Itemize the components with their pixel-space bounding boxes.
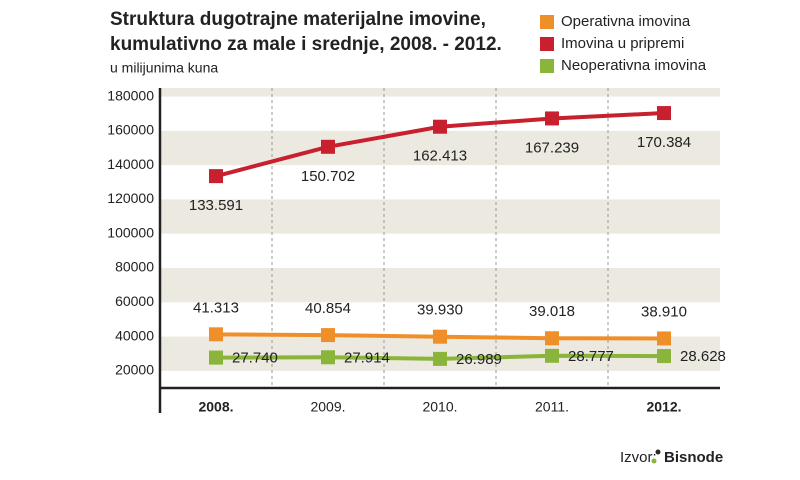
value-label: 28.628: [680, 348, 726, 365]
chart-subtitle: u milijunima kuna: [110, 60, 218, 76]
x-tick-label: 2009.: [310, 399, 345, 415]
value-label: 27.914: [344, 349, 390, 366]
marker: [545, 331, 559, 346]
value-label: 150.702: [301, 168, 355, 185]
grid-band: [160, 130, 720, 166]
y-tick-label: 180000: [107, 87, 154, 103]
chart-title: Struktura dugotrajne materijalne imovine…: [110, 9, 486, 30]
x-tick-label: 2011.: [535, 399, 569, 415]
value-label: 26.989: [456, 351, 502, 368]
value-label: 167.239: [525, 139, 579, 156]
marker: [209, 169, 223, 184]
y-tick-label: 140000: [107, 156, 154, 172]
marker: [209, 350, 223, 365]
value-label: 162.413: [413, 148, 467, 165]
marker: [433, 351, 447, 366]
grid-band: [160, 88, 720, 97]
logo-dot: [651, 458, 657, 464]
y-tick-label: 20000: [115, 362, 154, 378]
marker: [321, 350, 335, 365]
legend-swatch: [540, 15, 554, 29]
value-label: 39.018: [529, 303, 575, 320]
legend-label: Neoperativna imovina: [561, 57, 707, 74]
marker: [657, 331, 671, 346]
value-label: 133.591: [189, 197, 243, 214]
bands: [160, 88, 720, 371]
y-tick-label: 80000: [115, 259, 154, 275]
y-tick-label: 100000: [107, 224, 154, 240]
source: Bisnode: [664, 449, 723, 466]
marker: [433, 329, 447, 344]
marker: [209, 327, 223, 342]
y-tick-label: 120000: [107, 190, 154, 206]
y-tick-label: 160000: [107, 122, 154, 138]
marker: [545, 111, 559, 126]
marker: [321, 139, 335, 154]
grid-band: [160, 268, 720, 303]
legend-label: Operativna imovina: [561, 13, 691, 30]
value-label: 38.910: [641, 303, 687, 320]
value-label: 170.384: [637, 134, 691, 151]
y-tick-label: 40000: [115, 327, 154, 343]
x-tick-label: 2012.: [646, 399, 681, 415]
y-tick-label: 60000: [115, 293, 154, 309]
value-label: 28.777: [568, 348, 614, 365]
value-label: 27.740: [232, 350, 278, 367]
value-label: 40.854: [305, 300, 351, 317]
x-tick-label: 2010.: [422, 399, 457, 415]
marker: [657, 349, 671, 364]
legend-swatch: [540, 37, 554, 51]
marker: [321, 328, 335, 343]
source-label: Izvor:: [620, 449, 657, 466]
x-tick-label: 2008.: [198, 399, 233, 415]
marker: [545, 348, 559, 363]
marker: [657, 106, 671, 121]
grid-band: [160, 199, 720, 234]
logo-dot: [655, 449, 661, 455]
chart-title: kumulativno za male i srednje, 2008. - 2…: [110, 34, 502, 55]
legend-label: Imovina u pripremi: [561, 35, 684, 52]
value-label: 41.313: [193, 299, 239, 316]
marker: [433, 119, 447, 134]
value-label: 39.930: [417, 302, 463, 319]
legend-swatch: [540, 59, 554, 73]
